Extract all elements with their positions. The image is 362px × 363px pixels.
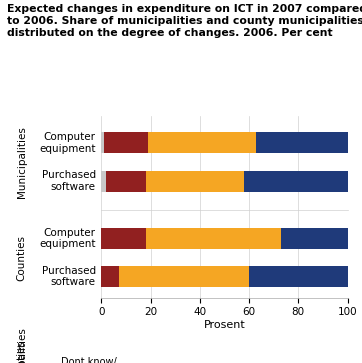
Bar bbox=[101, 228, 146, 249]
Bar bbox=[106, 171, 146, 192]
Legend: Dont know/
not relevant, Reduction, Unchanged, Growth: Dont know/ not relevant, Reduction, Unch… bbox=[38, 353, 337, 363]
Bar bbox=[281, 228, 348, 249]
Bar bbox=[104, 132, 148, 154]
Bar bbox=[119, 266, 249, 287]
Text: Expected changes in expenditure on ICT in 2007 compared
to 2006. Share of munici: Expected changes in expenditure on ICT i… bbox=[7, 4, 362, 38]
Text: Counties: Counties bbox=[17, 234, 27, 281]
Text: Municipalities: Municipalities bbox=[17, 126, 27, 198]
Bar bbox=[148, 132, 256, 154]
X-axis label: Prosent: Prosent bbox=[203, 320, 245, 330]
Bar bbox=[146, 228, 281, 249]
Bar bbox=[101, 132, 104, 154]
Bar bbox=[244, 171, 348, 192]
Bar bbox=[101, 171, 106, 192]
Text: Municipalities: Municipalities bbox=[17, 327, 27, 363]
Bar bbox=[256, 132, 348, 154]
Bar bbox=[146, 171, 244, 192]
Bar bbox=[101, 266, 119, 287]
Text: Counties: Counties bbox=[17, 340, 27, 363]
Bar bbox=[249, 266, 348, 287]
